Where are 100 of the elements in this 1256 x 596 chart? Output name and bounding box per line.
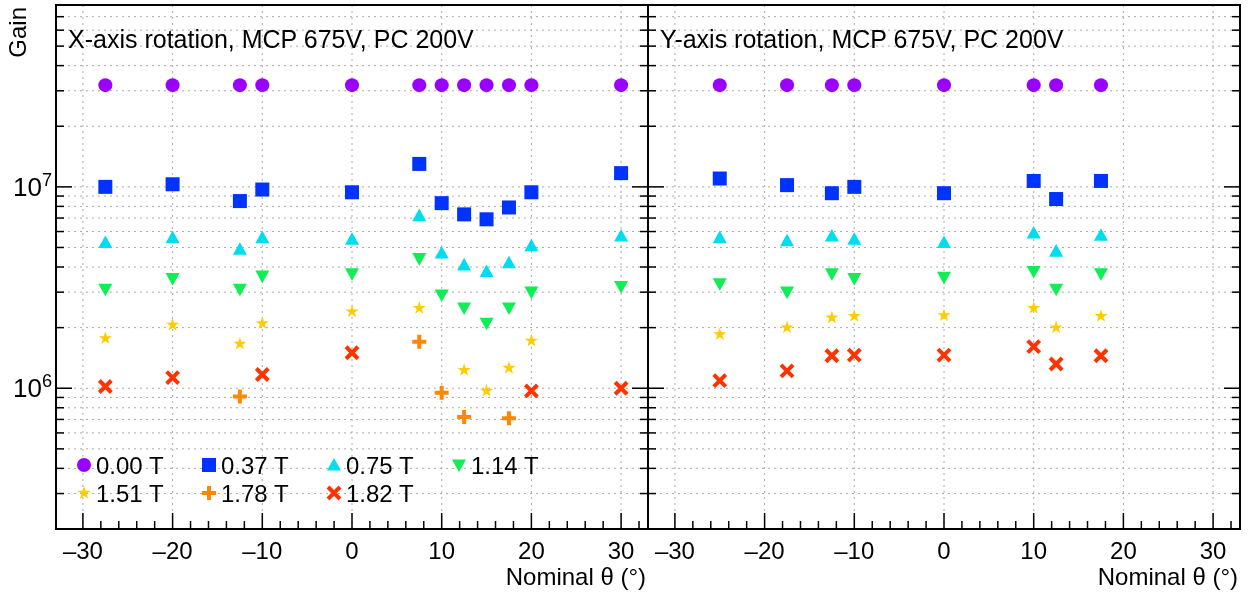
point [457, 257, 472, 271]
point [824, 268, 839, 281]
point [412, 208, 427, 222]
point [345, 232, 359, 245]
point [1092, 347, 1109, 364]
point [345, 185, 359, 200]
point [410, 332, 429, 351]
point [255, 316, 269, 330]
point [613, 380, 630, 397]
point [823, 347, 840, 364]
point [233, 336, 247, 350]
point [780, 286, 795, 300]
point [255, 270, 270, 284]
point [501, 302, 516, 316]
point [1093, 228, 1108, 241]
point [165, 177, 180, 192]
point [1049, 320, 1063, 334]
point [434, 78, 449, 93]
point [780, 233, 795, 247]
point [501, 78, 516, 93]
point [524, 286, 539, 300]
point [937, 78, 951, 93]
point [780, 178, 795, 193]
point [434, 196, 449, 211]
point [523, 382, 540, 399]
legend-label: 1.14 T [471, 452, 539, 479]
y-tick-label: 10$^{6}$ [12, 371, 52, 404]
point [232, 242, 247, 255]
point [937, 186, 951, 201]
x-tick-label: 0 [345, 537, 359, 564]
point [1027, 301, 1041, 314]
x-tick-label: 10 [1020, 537, 1048, 564]
point [232, 194, 247, 209]
point [712, 278, 727, 291]
point [524, 185, 539, 200]
x-tick-label: –20 [744, 537, 785, 564]
point [457, 207, 472, 222]
point [614, 229, 629, 242]
text: Y-axis rotation, MCP 675V, PC 200V [660, 25, 1064, 53]
point [412, 301, 426, 314]
point [824, 186, 839, 201]
point [1093, 268, 1108, 281]
point [255, 230, 270, 244]
point [457, 302, 472, 316]
point [846, 347, 863, 364]
point [98, 78, 113, 93]
point [98, 179, 113, 194]
point [1094, 309, 1108, 322]
point [614, 166, 629, 181]
x-axis-title: Nominal θ (°) [1097, 563, 1238, 590]
point [434, 245, 449, 259]
point [254, 366, 271, 383]
point [98, 283, 113, 297]
point [712, 78, 727, 93]
point [712, 230, 727, 244]
x-tick-label: 0 [937, 537, 951, 564]
point [937, 308, 951, 322]
point [936, 347, 952, 364]
legend-label: 1.78 T [221, 480, 289, 507]
point [479, 264, 494, 278]
point [614, 280, 629, 294]
legend-label: 0.75 T [346, 452, 414, 479]
point [97, 378, 114, 395]
point [479, 78, 494, 93]
point [847, 78, 862, 93]
point [232, 78, 247, 93]
legend-label: 1.51 T [96, 480, 164, 507]
point [432, 383, 451, 402]
point [524, 333, 539, 347]
point [412, 253, 427, 266]
x-tick-label: 20 [1110, 537, 1137, 564]
x-tick-label: –10 [834, 537, 875, 564]
legend-label: 0.37 T [221, 452, 289, 479]
x-tick-label: –20 [152, 537, 193, 564]
point [255, 182, 270, 197]
point [412, 78, 427, 93]
point [412, 156, 427, 171]
point [847, 179, 862, 194]
point [1049, 78, 1064, 93]
point [1093, 78, 1108, 93]
point [780, 320, 794, 334]
point [434, 289, 449, 303]
point [98, 235, 113, 248]
point [614, 78, 629, 93]
x-tick-label: –10 [242, 537, 283, 564]
x-axis-title: Nominal θ (°) [505, 563, 646, 590]
point [1026, 173, 1041, 188]
point [232, 283, 247, 297]
point [345, 304, 359, 318]
x-tick-label: 10 [428, 537, 456, 564]
x-tick-label: –30 [62, 537, 103, 564]
point [499, 409, 518, 428]
point [1093, 173, 1108, 188]
point [165, 230, 180, 244]
point [711, 372, 728, 389]
point [1026, 226, 1041, 239]
point [230, 387, 249, 406]
point [937, 235, 951, 248]
point [824, 78, 839, 93]
point [457, 78, 472, 93]
